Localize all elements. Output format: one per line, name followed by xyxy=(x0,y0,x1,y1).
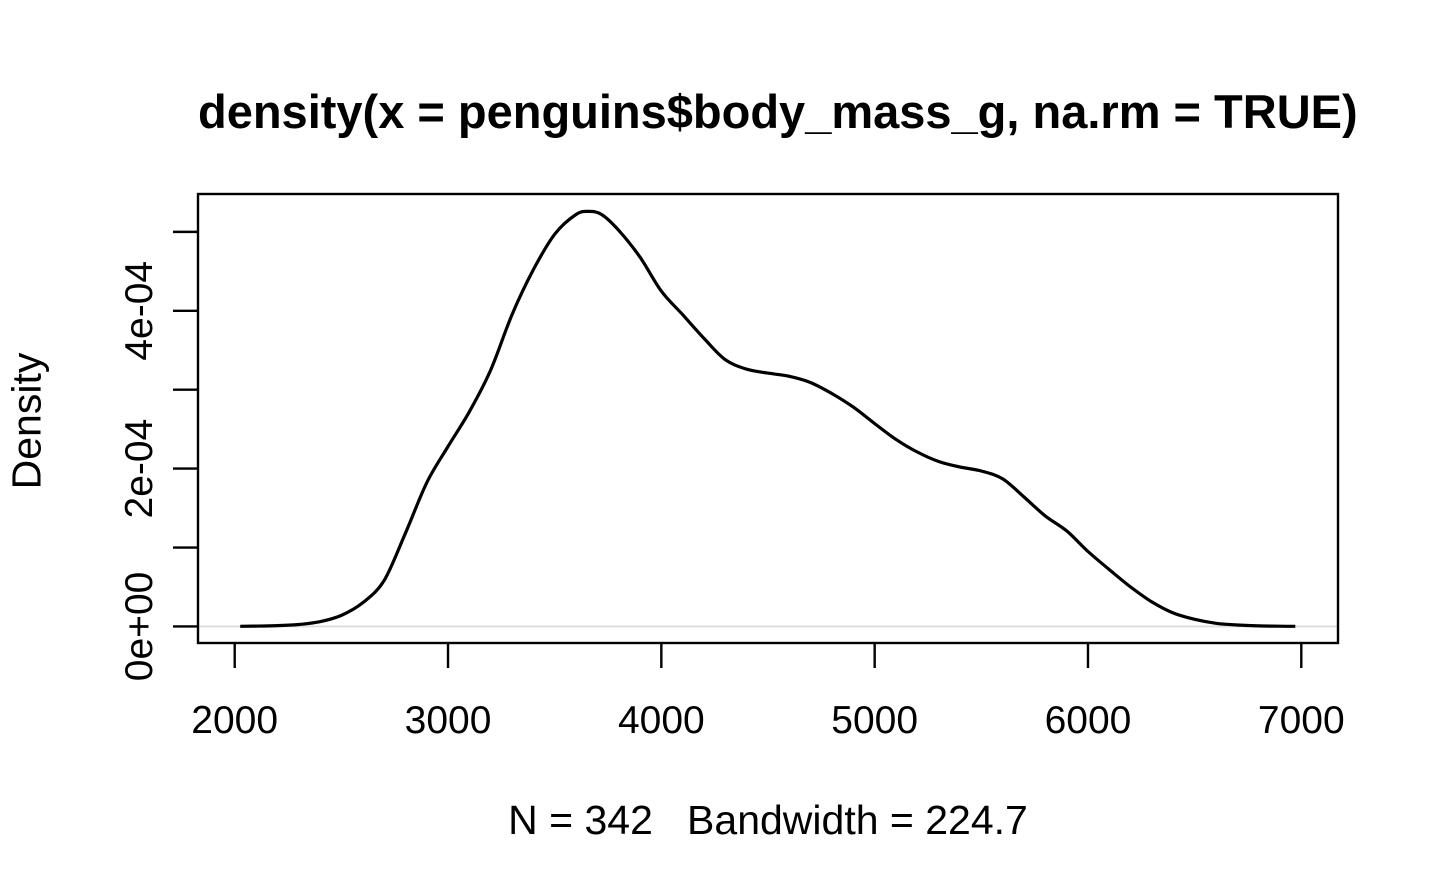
x-axis-tick-label: 3000 xyxy=(405,699,492,742)
x-axis-tick-label: 2000 xyxy=(191,699,278,742)
y-axis-tick-label: 4e-04 xyxy=(118,261,161,361)
y-axis-tick-label: 0e+00 xyxy=(118,572,161,682)
x-axis-tick-label: 6000 xyxy=(1045,699,1132,742)
chart-title: density(x = penguins$body_mass_g, na.rm … xyxy=(198,85,1358,138)
plot-box xyxy=(196,192,1340,645)
x-axis-tick-label: 7000 xyxy=(1258,699,1345,742)
y-axis-title: Density xyxy=(3,352,50,490)
x-axis-tick-label: 4000 xyxy=(618,699,705,742)
y-axis-tick-label: 2e-04 xyxy=(118,419,161,519)
density-curve xyxy=(240,209,1296,628)
x-axis-subtitle: N = 342 Bandwidth = 224.7 xyxy=(508,797,1028,843)
x-axis-tick-label: 5000 xyxy=(831,699,918,742)
